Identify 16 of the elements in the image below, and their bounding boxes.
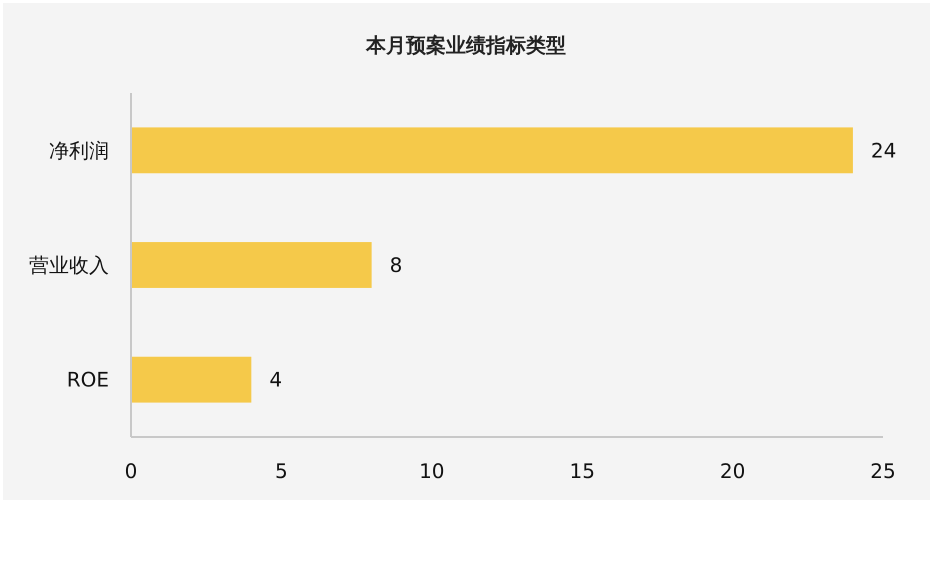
y-tick-label: ROE xyxy=(66,368,109,392)
x-tick-label: 15 xyxy=(569,459,595,483)
x-tick-label: 20 xyxy=(720,459,746,483)
bar xyxy=(131,127,853,174)
data-label: 4 xyxy=(269,368,282,392)
y-tick-label: 营业收入 xyxy=(29,253,109,277)
data-label: 24 xyxy=(870,138,896,162)
x-tick-label: 10 xyxy=(419,459,445,483)
y-tick-label: 净利润 xyxy=(49,138,109,162)
data-label: 8 xyxy=(390,253,402,277)
x-tick-label: 25 xyxy=(870,459,896,483)
bar xyxy=(131,356,252,403)
x-tick-label: 0 xyxy=(124,459,138,483)
bar xyxy=(131,242,372,288)
x-tick-label: 5 xyxy=(275,459,288,483)
chart-title: 本月预案业绩指标类型 xyxy=(365,33,566,57)
